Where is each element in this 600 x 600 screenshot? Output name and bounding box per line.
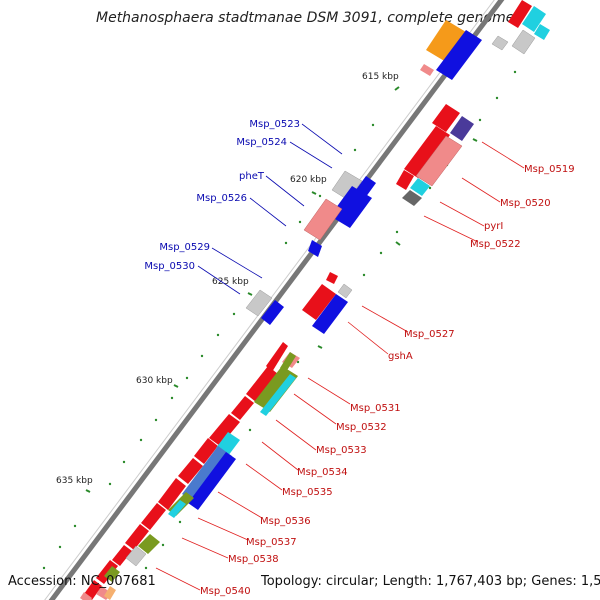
gene-msp0519-navy: [450, 116, 474, 141]
backbone-outer: [48, 0, 505, 600]
gene-labels-left: Msp_0523 Msp_0524 pheT Msp_0526 Msp_0529…: [144, 119, 300, 272]
gene-msp0531-olive: [280, 352, 296, 372]
tick-label-635: 635 kbp: [56, 476, 93, 486]
inner-strand-genes: [80, 170, 376, 600]
label-msp0527: Msp_0527: [404, 329, 455, 340]
gene-top-red: [508, 0, 532, 28]
label-msp0529: Msp_0529: [159, 242, 210, 253]
label-gsha: gshA: [388, 351, 413, 362]
gene-msp0529: [245, 289, 273, 317]
gene-gsha: [312, 294, 348, 334]
dash-marks: [85, 86, 478, 493]
label-msp0519: Msp_0519: [524, 164, 575, 175]
gene-msp0535-blue: [188, 452, 236, 510]
gene-pyri: [410, 178, 430, 196]
kbp-ticks: 615 kbp 620 kbp 625 kbp 630 kbp 635 kbp: [56, 72, 399, 486]
gene-msp0532: [254, 366, 298, 412]
gene-msp0537-olive: [138, 534, 160, 554]
dotted-tracks: [42, 70, 517, 570]
label-msp0526: Msp_0526: [196, 193, 247, 204]
label-pyri: pyrI: [484, 221, 503, 232]
tick-label-625: 625 kbp: [212, 277, 249, 287]
topology-info: Topology: circular; Length: 1,767,403 bp…: [261, 574, 600, 589]
gene-msp0538-gray: [125, 545, 147, 567]
gene-msp0527-red-small: [326, 272, 338, 284]
gene-top-gray-2: [491, 35, 509, 51]
gene-top-salmon: [420, 64, 434, 76]
label-msp0532: Msp_0532: [336, 422, 387, 433]
gene-top-orange: [426, 20, 466, 62]
outer-strand-genes: [96, 0, 550, 600]
gene-msp0522: [402, 190, 422, 206]
gene-inner-red-8: [141, 503, 166, 530]
label-msp0538: Msp_0538: [228, 554, 279, 565]
gene-msp0520-pink: [415, 135, 463, 187]
tick-label-620: 620 kbp: [290, 175, 327, 185]
gene-labels-right: Msp_0519 Msp_0520 pyrI Msp_0522 Msp_0527…: [200, 164, 575, 597]
label-msp0536: Msp_0536: [260, 516, 311, 527]
genome-title: Methanosphaera stadtmanae DSM 3091, comp…: [96, 10, 515, 26]
gene-msp0530: [261, 300, 284, 325]
gene-top-blue: [436, 30, 482, 80]
gene-inner-red-4: [209, 414, 240, 446]
gene-msp0527-red: [302, 284, 336, 320]
label-msp0530: Msp_0530: [144, 261, 195, 272]
label-msp0533: Msp_0533: [316, 445, 367, 456]
gene-msp0519-red: [432, 104, 460, 132]
gene-inner-red-2: [246, 366, 278, 402]
gene-top-gray: [511, 29, 536, 55]
gene-msp0522-red: [396, 170, 414, 190]
gene-inner-red-12: [84, 580, 102, 600]
label-msp0535: Msp_0535: [282, 487, 333, 498]
gene-inner-red-6: [178, 458, 203, 484]
gene-inner-red-1: [266, 342, 288, 372]
gene-top-cyan-2: [534, 24, 550, 40]
gene-inner-red-10: [112, 545, 132, 566]
leader-lines-left: [197, 123, 343, 295]
gene-msp0526b: [308, 240, 322, 257]
label-msp0523: Msp_0523: [249, 119, 300, 130]
gene-msp0535-steel: [182, 446, 232, 504]
label-phet: pheT: [239, 171, 265, 182]
tick-label-630: 630 kbp: [136, 376, 173, 386]
gene-inner-red-7: [158, 478, 186, 510]
label-msp0537: Msp_0537: [246, 537, 297, 548]
label-msp0524: Msp_0524: [236, 137, 287, 148]
gene-msp0527-gray: [337, 283, 353, 299]
gene-inner-red-5: [194, 438, 218, 464]
gene-inner-red-9: [125, 524, 149, 550]
label-msp0520: Msp_0520: [500, 198, 551, 209]
gene-msp0540-olive: [104, 566, 120, 582]
leader-lines-right: [155, 141, 525, 591]
gene-msp0526: [303, 198, 343, 241]
gene-msp0533: [260, 374, 296, 416]
label-msp0531: Msp_0531: [350, 403, 401, 414]
gene-phet: [330, 186, 372, 228]
tick-label-615: 615 kbp: [362, 72, 399, 82]
gene-bottom-orange: [104, 586, 116, 600]
gene-msp0536-cyan: [168, 500, 186, 518]
gene-msp0520-red: [404, 126, 450, 178]
gene-top-cyan-1: [522, 6, 546, 32]
label-msp0522: Msp_0522: [470, 239, 521, 250]
label-msp0534: Msp_0534: [297, 467, 348, 478]
label-msp0540: Msp_0540: [200, 586, 251, 597]
gene-inner-pink-bottom: [80, 592, 92, 600]
gene-inner-red-3: [231, 396, 254, 420]
gene-inner-red-11: [96, 560, 118, 584]
accession-info: Accession: NC_007681: [8, 574, 156, 589]
